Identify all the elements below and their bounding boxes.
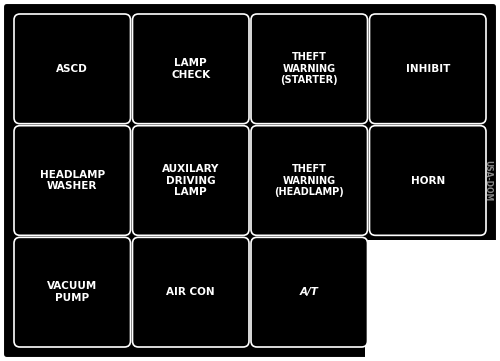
FancyBboxPatch shape bbox=[364, 240, 500, 361]
FancyBboxPatch shape bbox=[251, 14, 368, 124]
Text: INHIBIT: INHIBIT bbox=[406, 64, 450, 74]
Text: AUXILARY
DRIVING
LAMP: AUXILARY DRIVING LAMP bbox=[162, 164, 220, 197]
Text: THEFT
WARNING
(HEADLAMP): THEFT WARNING (HEADLAMP) bbox=[274, 164, 344, 197]
FancyBboxPatch shape bbox=[132, 126, 249, 235]
FancyBboxPatch shape bbox=[370, 14, 486, 124]
FancyBboxPatch shape bbox=[3, 3, 497, 358]
FancyBboxPatch shape bbox=[14, 126, 130, 235]
Text: HEADLAMP
WASHER: HEADLAMP WASHER bbox=[40, 170, 105, 191]
Text: LAMP
CHECK: LAMP CHECK bbox=[171, 58, 210, 80]
FancyBboxPatch shape bbox=[14, 237, 130, 347]
FancyBboxPatch shape bbox=[251, 237, 368, 347]
Text: AIR CON: AIR CON bbox=[166, 287, 215, 297]
FancyBboxPatch shape bbox=[370, 126, 486, 235]
FancyBboxPatch shape bbox=[14, 14, 130, 124]
Text: ASCD: ASCD bbox=[56, 64, 88, 74]
FancyBboxPatch shape bbox=[132, 237, 249, 347]
Text: VACUUM
PUMP: VACUUM PUMP bbox=[47, 281, 98, 303]
Text: THEFT
WARNING
(STARTER): THEFT WARNING (STARTER) bbox=[280, 52, 338, 86]
Text: HORN: HORN bbox=[410, 175, 445, 186]
FancyBboxPatch shape bbox=[132, 14, 249, 124]
FancyBboxPatch shape bbox=[251, 126, 368, 235]
Text: USA-DOM: USA-DOM bbox=[484, 160, 492, 201]
Text: A/T: A/T bbox=[300, 287, 318, 297]
